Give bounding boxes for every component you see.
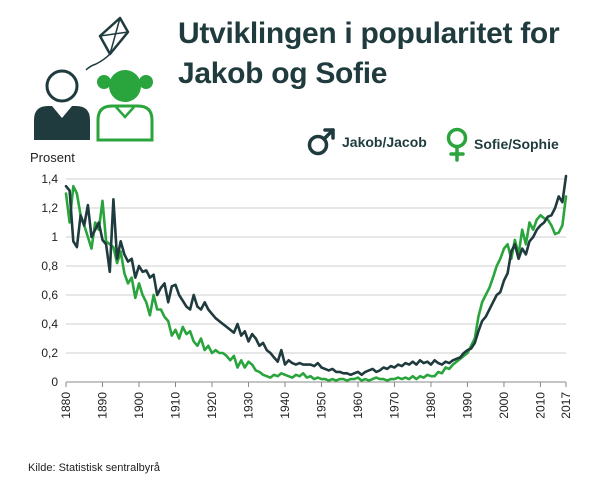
y-tick-label: 0,8 bbox=[41, 259, 58, 273]
boy-icon bbox=[34, 69, 90, 140]
y-tick-label: 1,2 bbox=[41, 201, 58, 215]
series-line-jakob bbox=[64, 174, 568, 377]
x-tick-label: 1950 bbox=[314, 392, 328, 419]
y-tick-label: 0,4 bbox=[41, 317, 58, 331]
y-tick-label: 0 bbox=[51, 375, 58, 389]
x-tick-label: 1990 bbox=[460, 392, 474, 419]
x-tick-label: 1900 bbox=[132, 392, 146, 419]
legend-label-jakob: Jakob/Jacob bbox=[342, 134, 427, 150]
x-tick-label: 1980 bbox=[424, 392, 438, 419]
legend-item-sofie: Sofie/Sophie bbox=[444, 126, 559, 162]
x-tick-label: 1970 bbox=[387, 392, 401, 419]
x-tick-label: 2010 bbox=[533, 392, 547, 419]
grid-lines bbox=[66, 178, 566, 383]
legend-label-sofie: Sofie/Sophie bbox=[474, 136, 559, 152]
female-symbol-icon bbox=[446, 127, 468, 162]
x-tick-labels: 1880 1890 1900 1910 1920 1930 1940 1950 1960 1970… bbox=[59, 382, 573, 419]
kite-icon bbox=[85, 16, 130, 71]
y-tick-label: 1 bbox=[51, 230, 58, 244]
male-symbol-icon bbox=[307, 128, 335, 156]
series-line-sofie bbox=[64, 184, 568, 382]
y-tick-label: 1,4 bbox=[41, 172, 58, 186]
source-note: Kilde: Statistisk sentralbyrå bbox=[28, 462, 161, 474]
y-axis-label: Prosent bbox=[30, 150, 75, 165]
x-tick-label: 2000 bbox=[497, 392, 511, 419]
x-tick-label: 1930 bbox=[241, 392, 255, 419]
x-tick-label: 1960 bbox=[351, 392, 365, 419]
chart-title-line-1: Utviklingen i popularitet for bbox=[178, 17, 560, 50]
legend-item-jakob: Jakob/Jacob bbox=[306, 126, 427, 158]
chart-title-line-2: Jakob og Sofie bbox=[178, 57, 388, 90]
girl-icon bbox=[96, 70, 154, 142]
y-tick-label: 0,2 bbox=[41, 346, 58, 360]
x-tick-label: 2017 bbox=[559, 392, 573, 419]
y-tick-label: 0,6 bbox=[41, 288, 58, 302]
children-illustration bbox=[34, 16, 154, 142]
series-lines bbox=[64, 174, 568, 382]
legend: Jakob/Jacob Sofie/Sophie bbox=[300, 126, 600, 166]
x-tick-label: 1920 bbox=[205, 392, 219, 419]
y-tick-labels: 0 0,2 0,4 0,6 0,8 1 1,2 1,4 bbox=[41, 172, 58, 389]
x-tick-label: 1910 bbox=[168, 392, 182, 419]
x-tick-label: 1890 bbox=[95, 392, 109, 419]
chart-title: Utviklingen i popularitet for Jakob og S… bbox=[178, 14, 598, 94]
x-tick-label: 1940 bbox=[278, 392, 292, 419]
x-tick-label: 1880 bbox=[59, 392, 73, 419]
